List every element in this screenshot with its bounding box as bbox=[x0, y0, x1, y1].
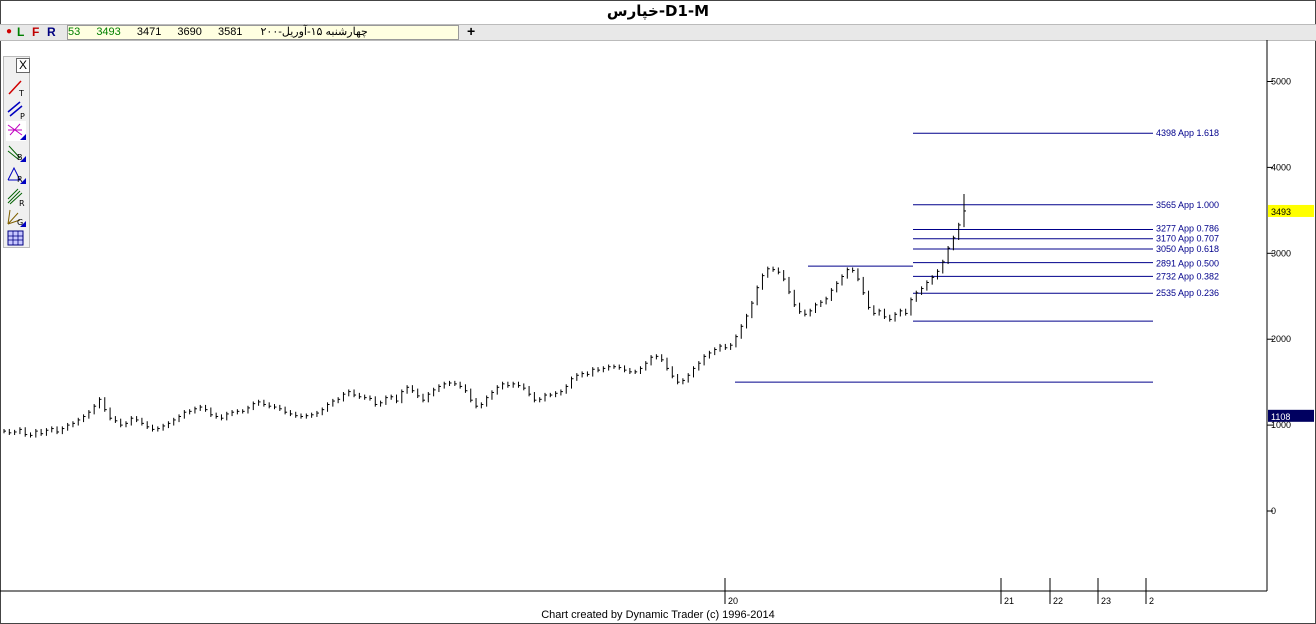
level-label: 3050 App 0.618 bbox=[1156, 244, 1219, 254]
y-tick-label: 2000 bbox=[1271, 334, 1291, 344]
level-label: 2535 App 0.236 bbox=[1156, 288, 1219, 298]
marker-price-box bbox=[1268, 409, 1314, 422]
gann-tool-icon[interactable]: G bbox=[6, 208, 26, 228]
x-tick-label: 20 bbox=[728, 596, 738, 606]
x-tick-label: 21 bbox=[1004, 596, 1014, 606]
marker-price-label: 1108 bbox=[1271, 412, 1290, 422]
svg-text:T: T bbox=[18, 89, 24, 98]
x-tick-label: 2 bbox=[1149, 596, 1154, 606]
drawing-toolbar: X T P B R R G bbox=[3, 56, 30, 248]
l-button[interactable]: L bbox=[17, 25, 25, 39]
y-tick-label: 4000 bbox=[1271, 162, 1291, 172]
level-label: 4398 App 1.618 bbox=[1156, 128, 1219, 138]
parallel-tool-icon[interactable]: P bbox=[6, 100, 26, 120]
x-tick-label: 22 bbox=[1053, 596, 1063, 606]
svg-text:R: R bbox=[17, 175, 23, 184]
chart-title: خپارس-D1-M bbox=[606, 2, 710, 20]
x-tick-label: 23 bbox=[1101, 596, 1111, 606]
b-tool-icon[interactable]: B bbox=[6, 143, 26, 163]
y-tick-label: 1000 bbox=[1271, 420, 1291, 430]
r-button[interactable]: R bbox=[47, 25, 56, 39]
current-price-label: 3493 bbox=[1271, 207, 1291, 217]
quote-readout: چهارشنبه ۱۵-آوریل-۲۰۰ 3581 3690 3471 349… bbox=[67, 25, 459, 40]
y-tick-label: 0 bbox=[1271, 506, 1276, 516]
footer-credit: Chart created by Dynamic Trader (c) 1996… bbox=[541, 609, 775, 621]
price-markers: 3493 1108 bbox=[1268, 204, 1314, 422]
level-label: 3565 App 1.000 bbox=[1156, 200, 1219, 210]
level-label: 2732 App 0.382 bbox=[1156, 271, 1219, 281]
record-dot-icon[interactable]: ● bbox=[6, 26, 13, 37]
fib-levels: 4398 App 1.618 3565 App 1.000 3277 App 0.7… bbox=[913, 128, 1219, 298]
y-tick-label: 3000 bbox=[1271, 248, 1291, 258]
quote-low: 3471 bbox=[136, 26, 162, 38]
x-tick-labels: 20 21 22 23 2 bbox=[724, 578, 1154, 606]
svg-text:P: P bbox=[20, 112, 25, 120]
quote-open: 3581 bbox=[217, 26, 243, 38]
y-tick-label: 5000 bbox=[1271, 77, 1291, 87]
quote-date: چهارشنبه ۱۵-آوریل-۲۰۰ bbox=[260, 26, 368, 38]
level-label: 3277 App 0.786 bbox=[1156, 224, 1219, 234]
price-bars bbox=[3, 194, 966, 438]
p-tool-icon[interactable] bbox=[6, 121, 26, 141]
current-price-marker bbox=[1268, 204, 1314, 217]
level-label: 3170 App 0.707 bbox=[1156, 234, 1219, 244]
pt-tool-icon[interactable] bbox=[6, 229, 26, 249]
f-button[interactable]: F bbox=[32, 25, 40, 39]
y-tick-labels: 5000 4000 3000 2000 1000 0 bbox=[1267, 77, 1291, 516]
add-button[interactable]: + bbox=[467, 23, 476, 39]
support-lines bbox=[735, 265, 1153, 383]
info-bar: ● L F R چهارشنبه ۱۵-آوریل-۲۰۰ 3581 3690 … bbox=[0, 23, 1316, 41]
toolbar-close-button[interactable]: X bbox=[16, 58, 30, 73]
retracement-tool-icon[interactable]: R bbox=[6, 187, 26, 207]
quote-close: 3493 bbox=[96, 26, 121, 38]
quote-high: 3690 bbox=[177, 26, 202, 38]
r-tool-icon[interactable]: R bbox=[6, 165, 26, 185]
svg-text:R: R bbox=[19, 199, 25, 207]
svg-text:B: B bbox=[17, 153, 23, 162]
quote-volume: 53 bbox=[68, 26, 81, 38]
trendline-tool-icon[interactable]: T bbox=[6, 78, 26, 98]
level-label: 2891 App 0.500 bbox=[1156, 259, 1219, 269]
svg-text:G: G bbox=[17, 218, 23, 227]
